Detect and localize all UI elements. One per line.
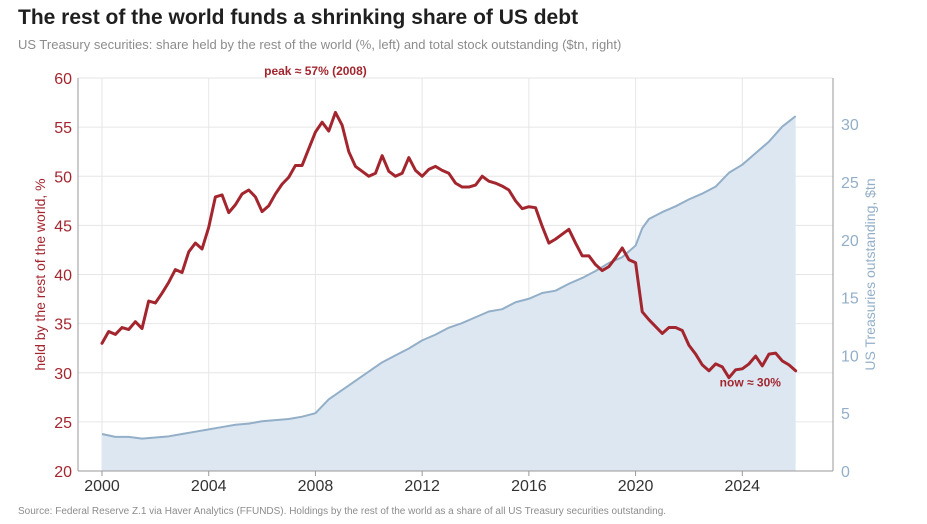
y-left-tick-label: 60 [54, 71, 72, 88]
share-line [100, 110, 798, 380]
y-right-tick-label: 10 [841, 348, 859, 365]
y-left-axis-title: held by the rest of the world, % [32, 178, 48, 370]
y-right-tick-label: 25 [841, 175, 859, 192]
y-right-tick-label: 5 [841, 406, 850, 423]
y-right-tick-label: 30 [841, 117, 859, 134]
chart-subtitle: US Treasury securities: share held by th… [18, 37, 622, 52]
y-left-tick-label: 20 [54, 464, 72, 481]
stock-area [102, 116, 796, 472]
peak-annotation: peak ≈ 57% (2008) [264, 64, 367, 78]
y-left-tick-label: 55 [54, 120, 72, 137]
x-tick-label: 2008 [298, 478, 334, 495]
series-layer [100, 110, 798, 440]
y-left-tick-label: 35 [54, 317, 72, 334]
y-right-tick-label: 20 [841, 233, 859, 250]
x-tick-label: 2016 [511, 478, 547, 495]
y-left-tick-label: 30 [54, 366, 72, 383]
label-layer: held by the rest of the world, % US Treas… [32, 64, 878, 389]
y-right-tick-label: 0 [841, 464, 850, 481]
stock-area-layer [102, 116, 796, 472]
now-annotation: now ≈ 30% [720, 376, 782, 390]
y-left-tick-label: 45 [54, 218, 72, 235]
source-note: Source: Federal Reserve Z.1 via Haver An… [18, 506, 667, 517]
stock-line [101, 115, 797, 440]
y-left-tick-label: 25 [54, 415, 72, 432]
y-right-axis-title: US Treasuries outstanding, $tn [862, 178, 878, 370]
x-tick-label: 2000 [84, 478, 120, 495]
chart-title: The rest of the world funds a shrinking … [18, 6, 579, 29]
x-tick-label: 2012 [404, 478, 440, 495]
y-left-tick-label: 50 [54, 169, 72, 186]
x-tick-label: 2004 [191, 478, 227, 495]
x-tick-label: 2024 [724, 478, 760, 495]
y-right-tick-label: 15 [841, 291, 859, 308]
y-left-tick-label: 40 [54, 268, 72, 285]
x-tick-label: 2020 [618, 478, 654, 495]
